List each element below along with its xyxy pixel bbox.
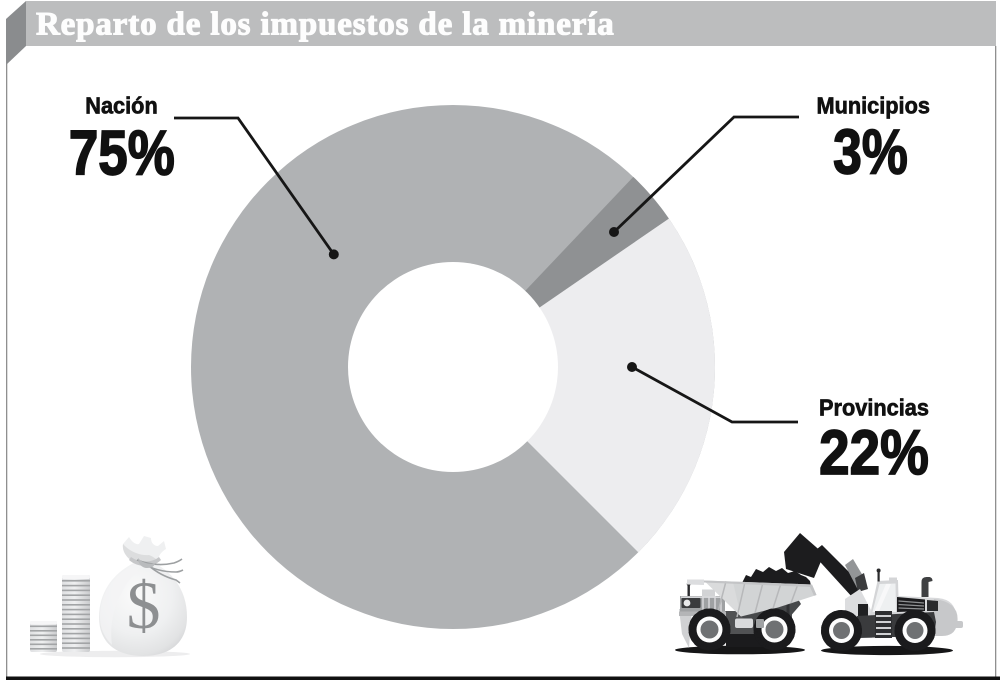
- svg-text:Municipios: Municipios: [816, 93, 929, 119]
- svg-text:22%: 22%: [819, 417, 929, 487]
- svg-text:Nación: Nación: [85, 93, 157, 119]
- svg-text:75%: 75%: [69, 118, 175, 188]
- svg-text:Provincias: Provincias: [819, 395, 929, 421]
- svg-text:3%: 3%: [833, 118, 908, 188]
- svg-text:$: $: [127, 567, 161, 643]
- svg-text:Reparto de los impuestos de la: Reparto de los impuestos de la minería: [36, 7, 615, 43]
